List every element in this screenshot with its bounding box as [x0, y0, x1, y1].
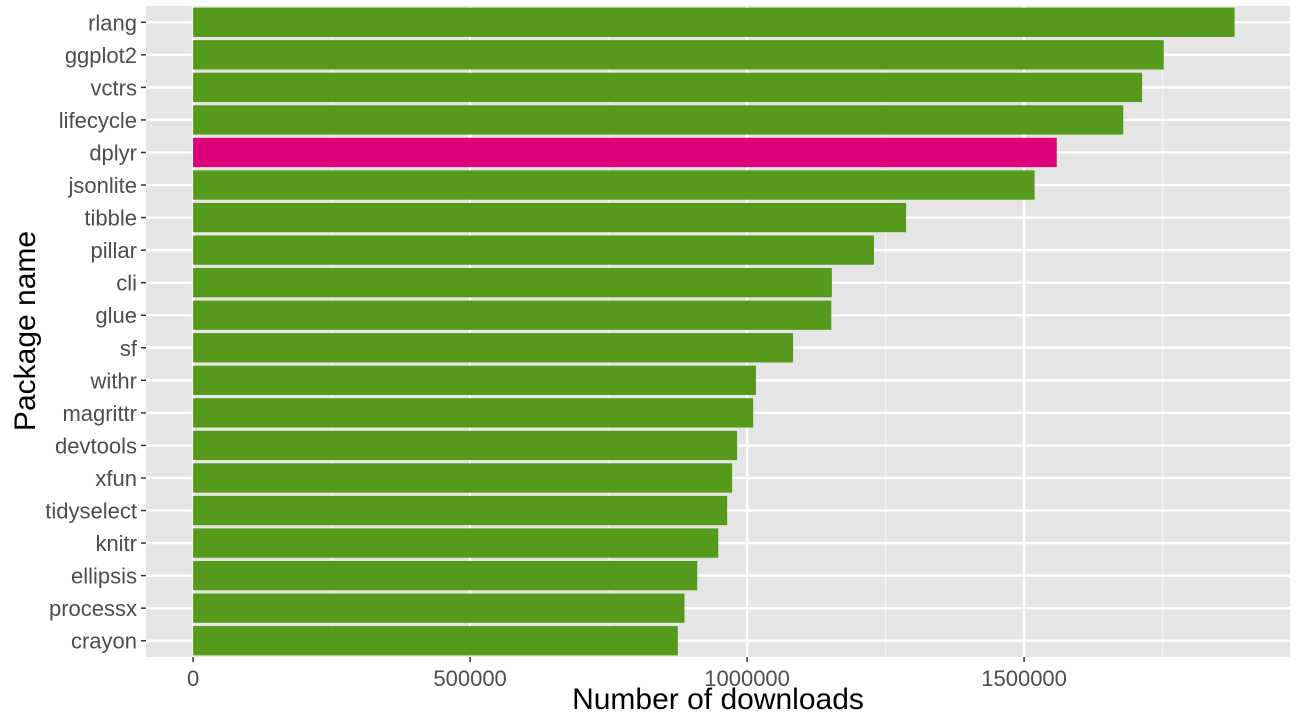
y-tick-label: cli — [116, 271, 137, 296]
x-tick-label: 0 — [187, 666, 199, 691]
bar-magrittr — [193, 398, 754, 428]
bar-dplyr — [193, 137, 1057, 168]
y-tick-label: sf — [120, 336, 138, 361]
bar-glue — [193, 300, 832, 330]
y-tick-label: knitr — [95, 531, 137, 556]
bar-sf — [193, 333, 794, 363]
bar-devtools — [193, 430, 738, 461]
bar-lifecycle — [193, 105, 1124, 135]
bar-rlang — [193, 7, 1235, 37]
y-tick-label: tidyselect — [45, 499, 137, 524]
y-tick-label: ellipsis — [71, 564, 137, 589]
y-tick-label: ggplot2 — [65, 43, 137, 68]
bar-ellipsis — [193, 560, 698, 591]
y-axis-title: Package name — [9, 231, 42, 431]
bar-xfun — [193, 463, 733, 493]
y-tick-label: lifecycle — [59, 108, 137, 133]
x-axis-ticks: 0 500000 1000000 1500000 — [187, 657, 1067, 691]
plot-panel — [146, 6, 1290, 657]
y-tick-label: processx — [49, 596, 137, 621]
bar-jsonlite — [193, 170, 1035, 200]
bar-tibble — [193, 202, 907, 233]
bar-ggplot2 — [193, 40, 1164, 70]
y-tick-label: withr — [90, 368, 137, 393]
y-tick-label: vctrs — [91, 75, 137, 100]
y-tick-label: glue — [95, 303, 137, 328]
x-tick-label: 1500000 — [981, 666, 1067, 691]
y-tick-label: jsonlite — [68, 173, 137, 198]
y-tick-label: magrittr — [62, 401, 137, 426]
bar-tidyselect — [193, 495, 728, 526]
bars — [193, 7, 1235, 656]
x-tick-label: 500000 — [433, 666, 506, 691]
y-tick-label: tibble — [84, 206, 137, 231]
y-tick-label: crayon — [71, 629, 137, 654]
bar-processx — [193, 593, 685, 623]
bar-withr — [193, 365, 756, 395]
y-tick-label: dplyr — [89, 140, 137, 165]
bar-pillar — [193, 235, 874, 265]
y-axis-ticks: rlang ggplot2 vctrs lifecycle dplyr jsonlite t… — [45, 10, 146, 654]
bar-crayon — [193, 626, 678, 656]
y-tick-label: xfun — [95, 466, 137, 491]
bar-knitr — [193, 528, 719, 558]
y-tick-label: pillar — [91, 238, 137, 263]
y-tick-label: devtools — [55, 433, 137, 458]
y-tick-label: rlang — [88, 10, 137, 35]
x-tick-label: 1000000 — [704, 666, 790, 691]
x-axis-title: Number of downloads — [572, 683, 864, 716]
bar-vctrs — [193, 72, 1143, 103]
bar-cli — [193, 268, 832, 298]
